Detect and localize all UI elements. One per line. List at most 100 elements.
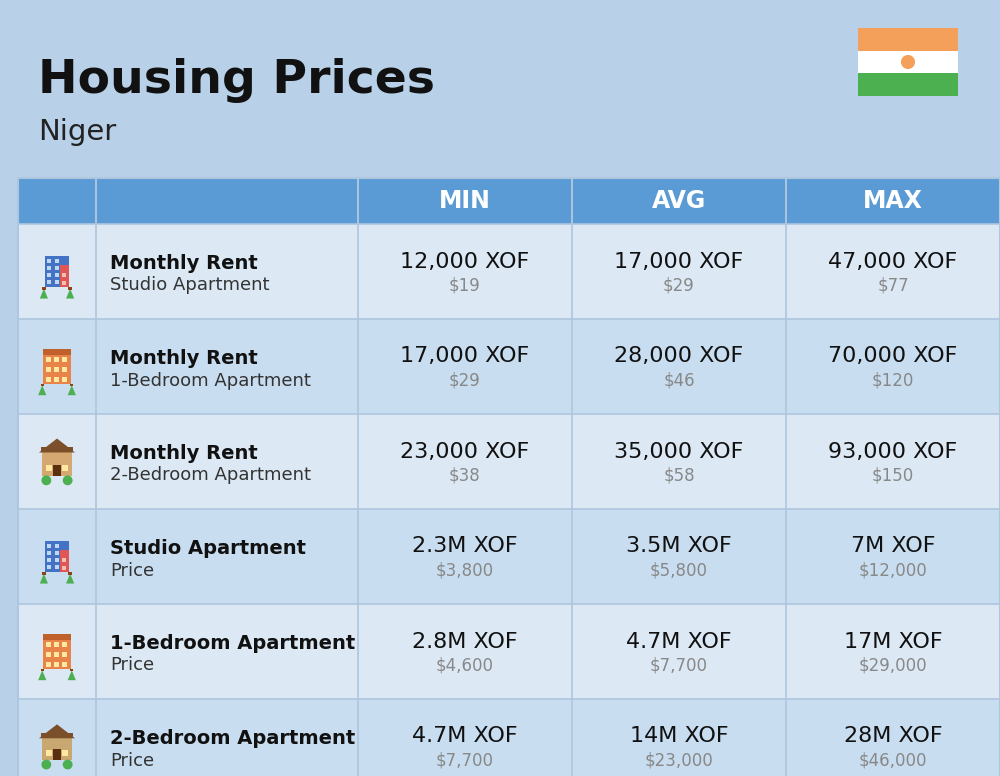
FancyBboxPatch shape	[18, 178, 358, 224]
Text: Monthly Rent: Monthly Rent	[110, 254, 258, 273]
FancyBboxPatch shape	[43, 634, 71, 669]
FancyBboxPatch shape	[18, 319, 96, 414]
FancyBboxPatch shape	[47, 565, 51, 570]
Text: Monthly Rent: Monthly Rent	[110, 349, 258, 368]
Text: Niger: Niger	[38, 118, 116, 146]
FancyBboxPatch shape	[45, 541, 69, 572]
FancyBboxPatch shape	[46, 377, 51, 382]
FancyBboxPatch shape	[55, 565, 59, 570]
Text: 1-Bedroom Apartment: 1-Bedroom Apartment	[110, 634, 355, 653]
Text: 17,000 XOF: 17,000 XOF	[400, 347, 530, 366]
FancyBboxPatch shape	[358, 699, 572, 776]
FancyBboxPatch shape	[47, 273, 51, 277]
FancyBboxPatch shape	[70, 669, 73, 671]
FancyBboxPatch shape	[18, 509, 96, 604]
FancyBboxPatch shape	[46, 653, 51, 657]
FancyBboxPatch shape	[55, 273, 59, 277]
Text: 12,000 XOF: 12,000 XOF	[400, 251, 530, 272]
Polygon shape	[39, 724, 75, 738]
Text: $58: $58	[663, 466, 695, 484]
Text: Studio Apartment: Studio Apartment	[110, 276, 270, 295]
FancyBboxPatch shape	[96, 414, 358, 509]
Text: 2.3M XOF: 2.3M XOF	[412, 536, 518, 556]
FancyBboxPatch shape	[62, 273, 66, 277]
FancyBboxPatch shape	[53, 749, 61, 760]
FancyBboxPatch shape	[858, 50, 958, 74]
FancyBboxPatch shape	[358, 319, 572, 414]
FancyBboxPatch shape	[858, 74, 958, 96]
FancyBboxPatch shape	[62, 750, 68, 756]
FancyBboxPatch shape	[68, 572, 72, 574]
FancyBboxPatch shape	[60, 550, 69, 572]
Text: 47,000 XOF: 47,000 XOF	[828, 251, 958, 272]
FancyBboxPatch shape	[68, 287, 72, 289]
FancyBboxPatch shape	[62, 465, 68, 471]
Polygon shape	[38, 670, 46, 681]
Text: $4,600: $4,600	[436, 656, 494, 674]
FancyBboxPatch shape	[358, 414, 572, 509]
Text: 23,000 XOF: 23,000 XOF	[400, 442, 530, 462]
FancyBboxPatch shape	[60, 265, 69, 287]
FancyBboxPatch shape	[54, 358, 59, 362]
FancyBboxPatch shape	[572, 509, 786, 604]
FancyBboxPatch shape	[62, 566, 66, 570]
Text: $29: $29	[663, 276, 695, 295]
Text: $12,000: $12,000	[859, 562, 927, 580]
FancyBboxPatch shape	[62, 558, 66, 563]
Text: AVG: AVG	[652, 189, 706, 213]
FancyBboxPatch shape	[42, 572, 46, 574]
Circle shape	[41, 476, 51, 485]
Text: $19: $19	[449, 276, 481, 295]
FancyBboxPatch shape	[786, 604, 1000, 699]
Polygon shape	[40, 289, 48, 299]
FancyBboxPatch shape	[47, 280, 51, 284]
FancyBboxPatch shape	[53, 465, 61, 476]
FancyBboxPatch shape	[572, 604, 786, 699]
FancyBboxPatch shape	[55, 544, 59, 549]
Circle shape	[63, 760, 73, 770]
FancyBboxPatch shape	[96, 319, 358, 414]
Text: Price: Price	[110, 656, 154, 674]
Polygon shape	[38, 386, 46, 395]
FancyBboxPatch shape	[55, 266, 59, 270]
FancyBboxPatch shape	[47, 558, 51, 563]
FancyBboxPatch shape	[786, 319, 1000, 414]
Text: $23,000: $23,000	[645, 751, 713, 770]
Text: $46: $46	[663, 372, 695, 390]
FancyBboxPatch shape	[96, 224, 358, 319]
Text: $38: $38	[449, 466, 481, 484]
FancyBboxPatch shape	[43, 349, 71, 355]
FancyBboxPatch shape	[786, 699, 1000, 776]
FancyBboxPatch shape	[62, 377, 67, 382]
FancyBboxPatch shape	[47, 544, 51, 549]
Text: $7,700: $7,700	[436, 751, 494, 770]
FancyBboxPatch shape	[786, 224, 1000, 319]
FancyBboxPatch shape	[70, 383, 73, 386]
FancyBboxPatch shape	[18, 699, 96, 776]
Text: $5,800: $5,800	[650, 562, 708, 580]
Text: Price: Price	[110, 562, 154, 580]
FancyBboxPatch shape	[18, 604, 96, 699]
FancyBboxPatch shape	[572, 224, 786, 319]
FancyBboxPatch shape	[18, 414, 96, 509]
FancyBboxPatch shape	[47, 259, 51, 263]
FancyBboxPatch shape	[62, 358, 67, 362]
FancyBboxPatch shape	[62, 280, 66, 285]
FancyBboxPatch shape	[54, 653, 59, 657]
Text: Monthly Rent: Monthly Rent	[110, 444, 258, 463]
Text: Housing Prices: Housing Prices	[38, 58, 435, 103]
Polygon shape	[39, 438, 75, 452]
FancyBboxPatch shape	[46, 358, 51, 362]
FancyBboxPatch shape	[62, 367, 67, 372]
Text: 28M XOF: 28M XOF	[844, 726, 942, 747]
FancyBboxPatch shape	[41, 669, 44, 671]
FancyBboxPatch shape	[358, 604, 572, 699]
Text: 70,000 XOF: 70,000 XOF	[828, 347, 958, 366]
Text: 2.8M XOF: 2.8M XOF	[412, 632, 518, 652]
FancyBboxPatch shape	[43, 634, 71, 640]
FancyBboxPatch shape	[46, 465, 52, 471]
FancyBboxPatch shape	[786, 414, 1000, 509]
Text: 93,000 XOF: 93,000 XOF	[828, 442, 958, 462]
FancyBboxPatch shape	[47, 266, 51, 270]
FancyBboxPatch shape	[41, 447, 73, 452]
